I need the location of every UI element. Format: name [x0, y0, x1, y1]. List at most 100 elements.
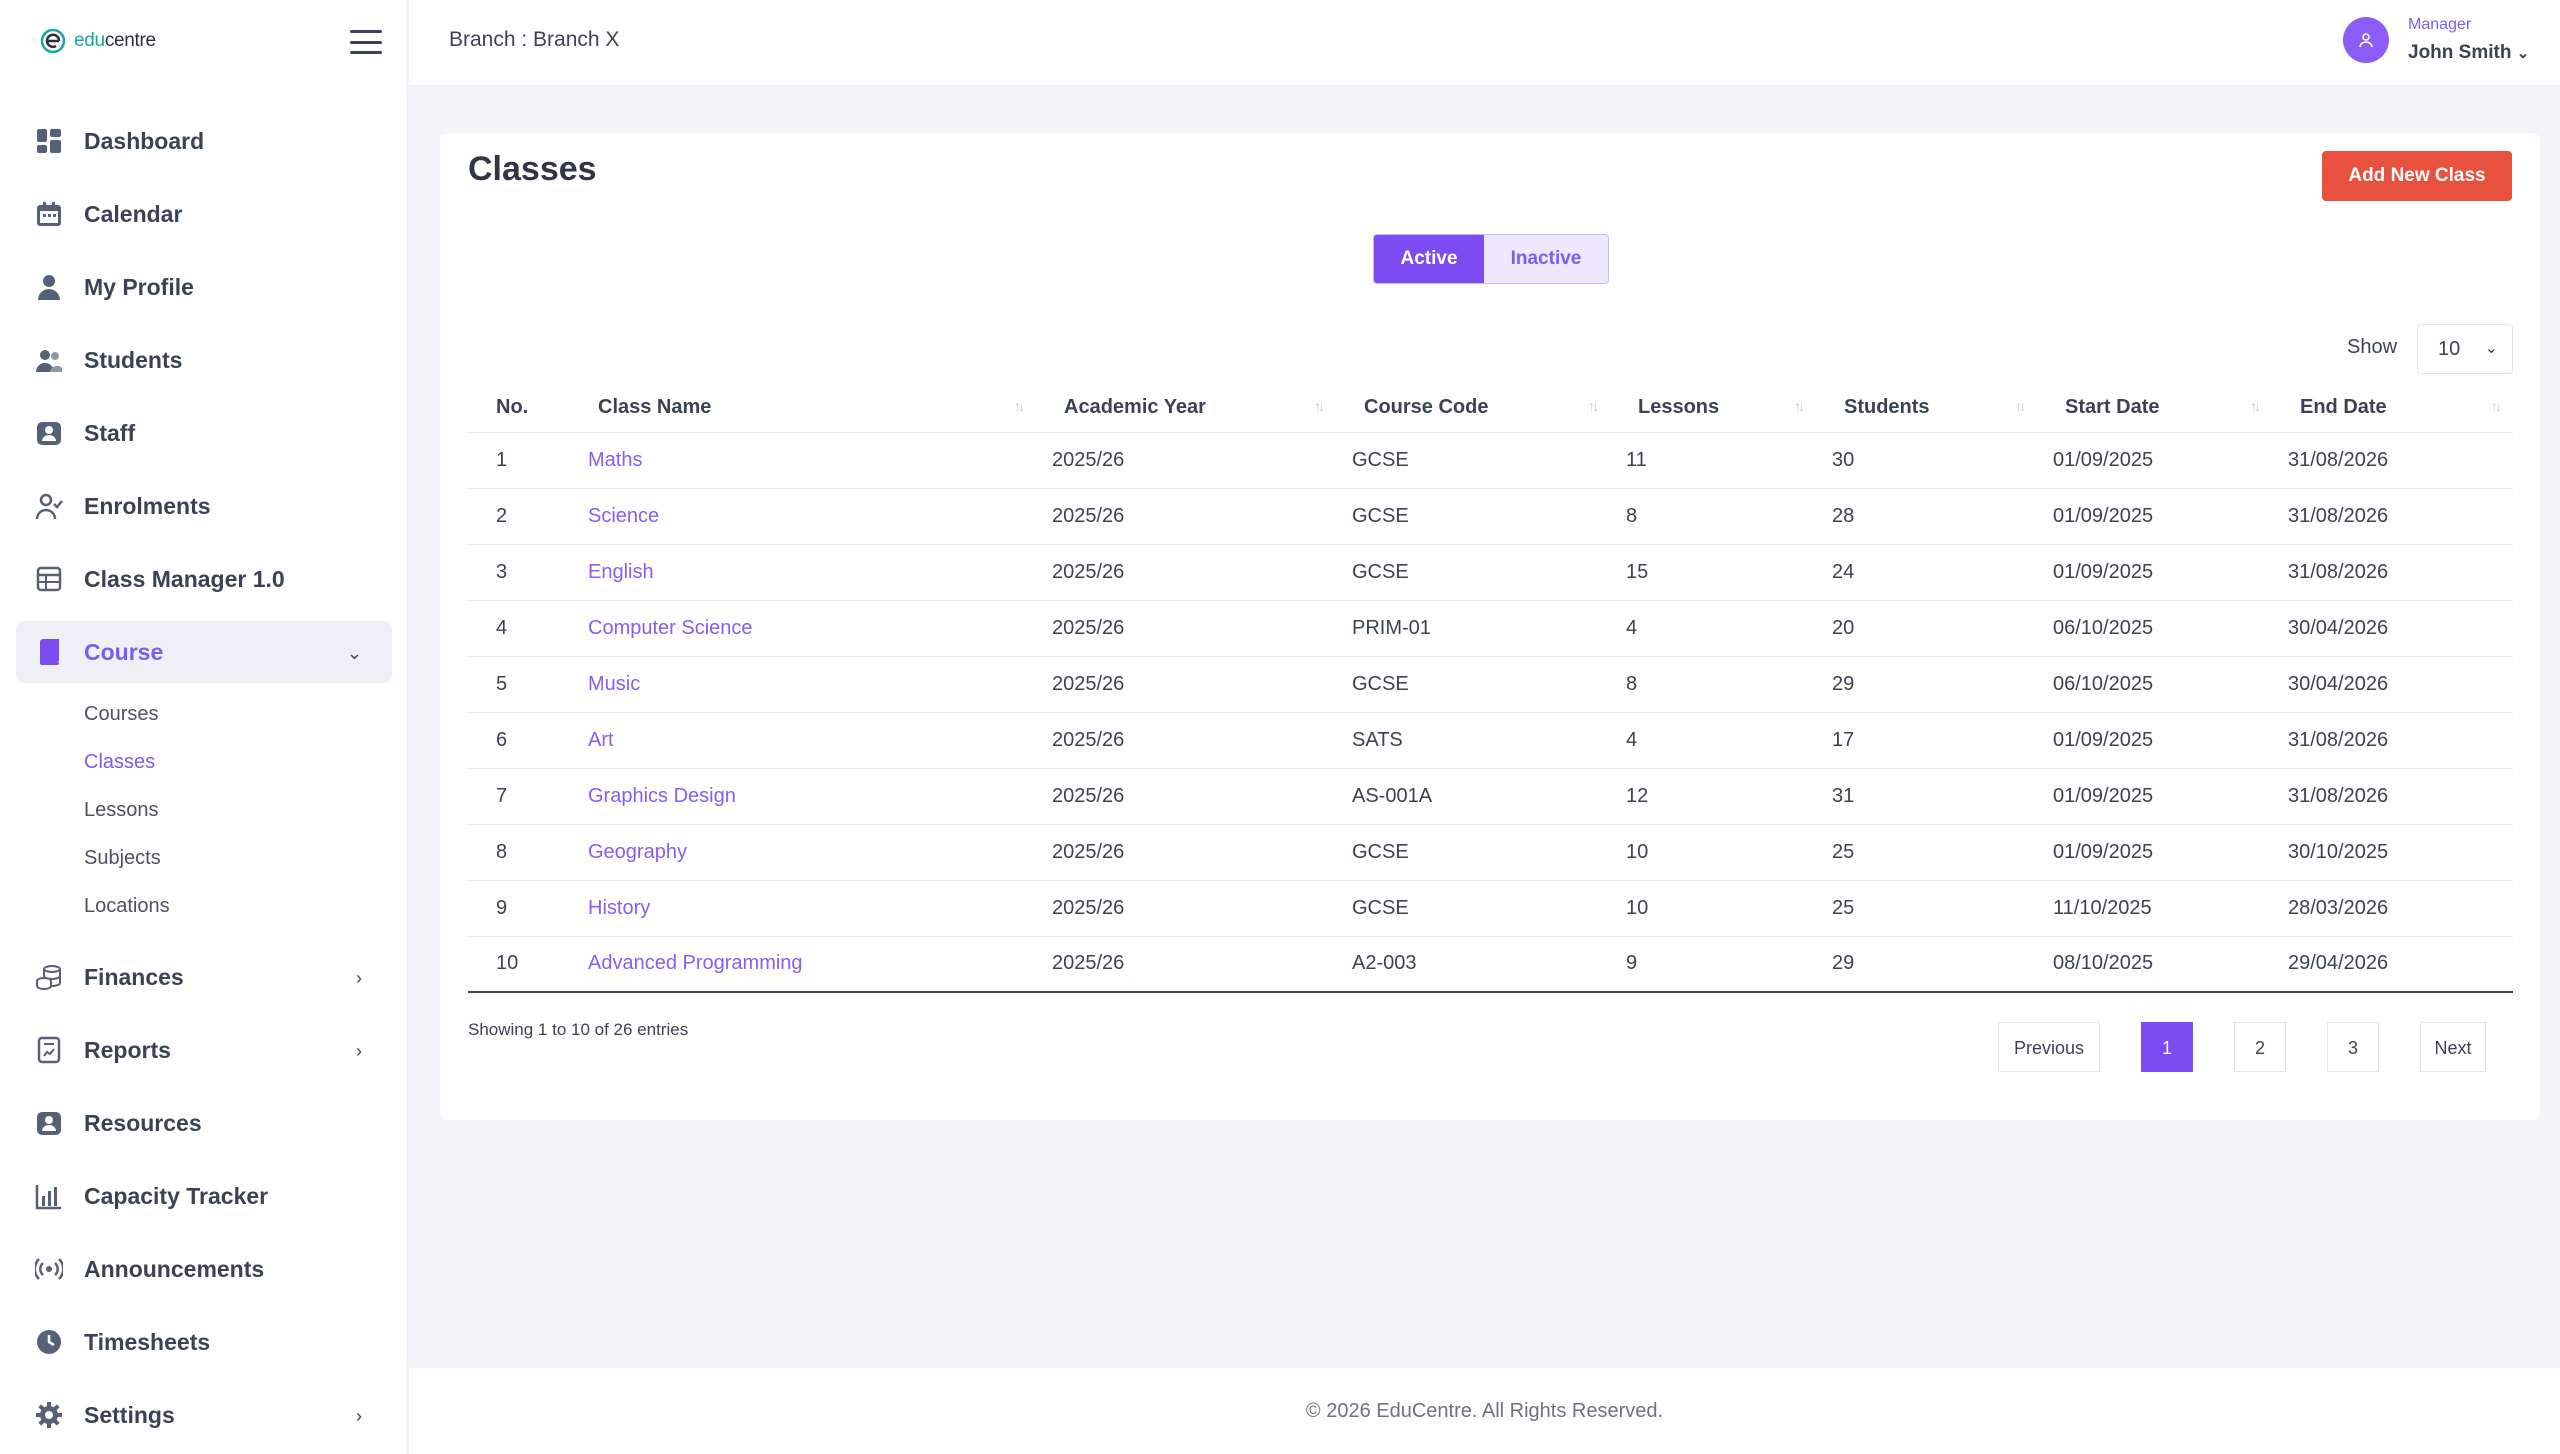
- class-name-link[interactable]: Computer Science: [570, 600, 1036, 657]
- page-button-1[interactable]: 1: [2141, 1022, 2193, 1072]
- end-date: 31/08/2026: [2272, 488, 2513, 545]
- academic-year: 2025/26: [1036, 656, 1336, 713]
- clock-icon: [34, 1327, 64, 1357]
- table-row: 8 Geography 2025/26 GCSE 10 25 01/09/2025 30/10…: [468, 824, 2513, 881]
- footer: © 2026 EduCentre. All Rights Reserved.: [409, 1368, 2560, 1454]
- class-name-link[interactable]: History: [570, 880, 1036, 937]
- start-date: 08/10/2025: [2037, 936, 2272, 993]
- academic-year: 2025/26: [1036, 824, 1336, 881]
- table-row: 4 Computer Science 2025/26 PRIM-01 4 20 06/10/…: [468, 600, 2513, 657]
- class-name-link[interactable]: Art: [570, 712, 1036, 769]
- sidebar-item-calendar[interactable]: Calendar: [16, 183, 392, 245]
- sidebar-item-announcements[interactable]: Announcements: [16, 1238, 392, 1300]
- course-code: AS-001A: [1336, 768, 1610, 825]
- class-name-link[interactable]: Graphics Design: [570, 768, 1036, 825]
- end-date: 31/08/2026: [2272, 712, 2513, 769]
- sidebar-item-capacity-tracker[interactable]: Capacity Tracker: [16, 1165, 392, 1227]
- class-name-link[interactable]: Advanced Programming: [570, 936, 1036, 993]
- end-date: 31/08/2026: [2272, 544, 2513, 601]
- sidebar-item-students[interactable]: Students: [16, 329, 392, 391]
- avatar[interactable]: [2343, 17, 2389, 63]
- column-header[interactable]: Start Date ↑↓: [2037, 384, 2272, 433]
- table-row: 1 Maths 2025/26 GCSE 11 30 01/09/2025 31/08/202…: [468, 432, 2513, 489]
- start-date: 01/09/2025: [2037, 824, 2272, 881]
- end-date: 29/04/2026: [2272, 936, 2513, 993]
- page-title: Classes: [468, 150, 597, 188]
- sidebar-item-resources[interactable]: Resources: [16, 1092, 392, 1154]
- submenu-item-classes[interactable]: Classes: [84, 751, 156, 773]
- sidebar-item-label: Finances: [84, 963, 184, 990]
- coins-icon: [34, 962, 64, 992]
- table-icon: [34, 564, 64, 594]
- user-role: Manager: [2408, 16, 2472, 33]
- submenu-item-locations[interactable]: Locations: [84, 895, 170, 917]
- page-button-3[interactable]: 3: [2327, 1022, 2379, 1072]
- menu-toggle-icon[interactable]: [350, 30, 382, 54]
- table-row: 5 Music 2025/26 GCSE 8 29 06/10/2025 30/04/2026: [468, 656, 2513, 713]
- row-number: 5: [468, 656, 570, 713]
- next-page-button[interactable]: Next: [2420, 1022, 2486, 1072]
- class-name-link[interactable]: Science: [570, 488, 1036, 545]
- course-code: SATS: [1336, 712, 1610, 769]
- students-count: 25: [1816, 880, 2037, 937]
- course-code: A2-003: [1336, 936, 1610, 993]
- sidebar-item-staff[interactable]: Staff: [16, 402, 392, 464]
- column-header[interactable]: End Date ↑↓: [2272, 384, 2513, 433]
- class-name-link[interactable]: Maths: [570, 432, 1036, 489]
- academic-year: 2025/26: [1036, 488, 1336, 545]
- classes-table: No. Class Name ↑↓ Academic Year ↑↓ Course …: [468, 384, 2513, 993]
- sidebar-item-class-manager[interactable]: Class Manager 1.0: [16, 548, 392, 610]
- classes-card: Classes Add New Class Active Inactive Sh…: [440, 134, 2540, 1120]
- submenu-item-courses[interactable]: Courses: [84, 703, 159, 725]
- column-header[interactable]: Course Code ↑↓: [1336, 384, 1610, 433]
- sidebar-item-settings[interactable]: Settings ›: [16, 1384, 392, 1446]
- show-label: Show: [2347, 336, 2398, 358]
- students-count: 17: [1816, 712, 2037, 769]
- logo[interactable]: educentre: [38, 22, 156, 60]
- sort-icon: ↑↓: [2250, 398, 2261, 414]
- report-icon: [34, 1035, 64, 1065]
- column-header[interactable]: Lessons ↑↓: [1610, 384, 1816, 433]
- inactive-tab[interactable]: Inactive: [1484, 235, 1608, 283]
- sidebar-item-reports[interactable]: Reports ›: [16, 1019, 392, 1081]
- column-header[interactable]: No.: [468, 384, 570, 433]
- previous-page-button[interactable]: Previous: [1998, 1022, 2100, 1072]
- sidebar-item-label: Reports: [84, 1036, 171, 1063]
- sidebar-item-course[interactable]: Course ⌄: [16, 621, 392, 683]
- lessons-count: 8: [1610, 656, 1816, 713]
- row-number: 9: [468, 880, 570, 937]
- submenu-item-subjects[interactable]: Subjects: [84, 847, 161, 869]
- book-icon: [34, 637, 64, 667]
- topbar: Branch : Branch X Manager John Smith ⌄: [409, 0, 2560, 86]
- page-button-2[interactable]: 2: [2234, 1022, 2286, 1072]
- academic-year: 2025/26: [1036, 432, 1336, 489]
- sidebar-item-enrolments[interactable]: Enrolments: [16, 475, 392, 537]
- sidebar-item-label: Staff: [84, 419, 136, 446]
- add-new-class-button[interactable]: Add New Class: [2322, 151, 2512, 201]
- class-name-link[interactable]: English: [570, 544, 1036, 601]
- sidebar-item-dashboard[interactable]: Dashboard: [16, 110, 392, 172]
- sidebar-item-label: Calendar: [84, 200, 183, 227]
- users-icon: [34, 345, 64, 375]
- sidebar-item-label: Resources: [84, 1109, 202, 1136]
- sidebar-item-label: Enrolments: [84, 492, 211, 519]
- start-date: 06/10/2025: [2037, 656, 2272, 713]
- chevron-right-icon: ›: [356, 1406, 362, 1426]
- start-date: 01/09/2025: [2037, 712, 2272, 769]
- user-menu[interactable]: John Smith ⌄: [2408, 42, 2529, 64]
- active-tab[interactable]: Active: [1374, 235, 1484, 283]
- end-date: 28/03/2026: [2272, 880, 2513, 937]
- start-date: 01/09/2025: [2037, 544, 2272, 601]
- class-name-link[interactable]: Music: [570, 656, 1036, 713]
- column-header[interactable]: Class Name ↑↓: [570, 384, 1036, 433]
- column-header[interactable]: Students ↑↓: [1816, 384, 2037, 433]
- submenu-item-lessons[interactable]: Lessons: [84, 799, 159, 821]
- lessons-count: 10: [1610, 824, 1816, 881]
- page-size-select[interactable]: 10 ⌄: [2417, 324, 2513, 374]
- class-name-link[interactable]: Geography: [570, 824, 1036, 881]
- sidebar-item-timesheets[interactable]: Timesheets: [16, 1311, 392, 1373]
- column-header[interactable]: Academic Year ↑↓: [1036, 384, 1336, 433]
- sidebar-item-my-profile[interactable]: My Profile: [16, 256, 392, 318]
- page-size-value: 10: [2438, 338, 2461, 360]
- sidebar-item-finances[interactable]: Finances ›: [16, 946, 392, 1008]
